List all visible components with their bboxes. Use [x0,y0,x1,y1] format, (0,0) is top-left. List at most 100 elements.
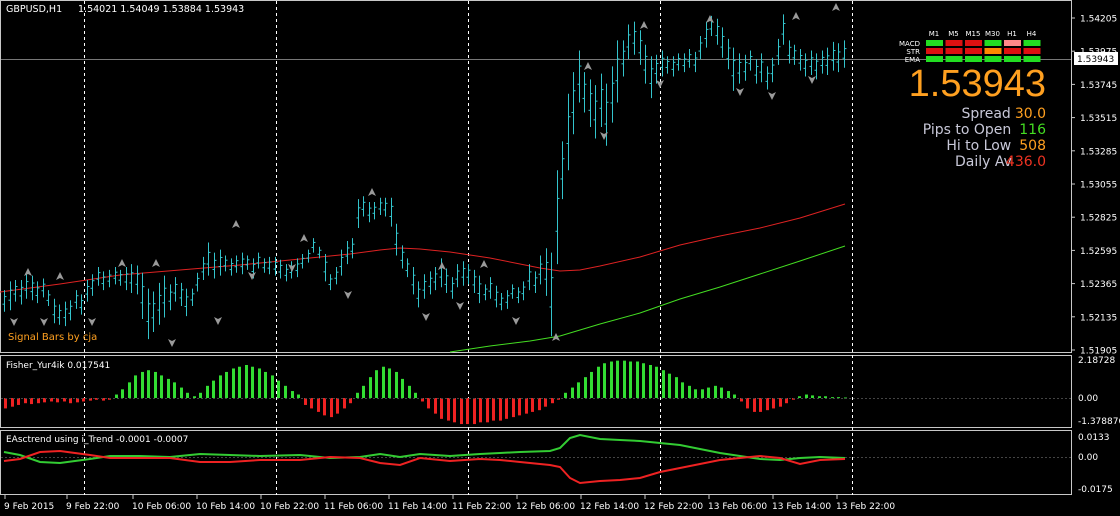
buy-signal-arrow [368,188,376,196]
spread-label: Spread [962,106,1011,122]
fisher-bar [531,398,534,412]
fisher-bar [336,398,339,414]
fisher-bar [199,392,202,398]
current-price-label: 1.53943 [1077,55,1114,65]
fisher-bar [154,371,157,398]
fisher-bar [759,398,762,412]
signal-row-label: STR [906,48,920,56]
sell-signal-arrow [808,76,816,84]
fisher-bar [577,382,580,398]
fisher-bar [544,398,547,407]
signal-cell [926,56,943,62]
fisher-tick-label: -1.378876 [1078,417,1120,427]
signal-cell [1023,48,1041,54]
fisher-bar [82,398,85,402]
fisher-bar [668,373,671,398]
time-tick-label: 12 Feb 06:00 [516,502,575,512]
signal-cell [1004,56,1021,62]
time-tick-label: 13 Feb 22:00 [836,502,895,512]
pips-value: 116 [1019,122,1046,138]
fisher-bar [779,398,782,407]
fisher-bar [167,378,170,398]
time-tick-label: 9 Feb 2015 [4,502,54,512]
time-tick-label: 12 Feb 14:00 [580,502,639,512]
spread-line: Spread 30.0 [962,106,1046,122]
price-tick-label: 1.52825 [1080,214,1117,224]
signal-bars-label: Signal Bars by cja [8,332,97,343]
buy-signal-arrow [232,220,240,228]
fisher-bar [720,387,723,398]
fisher-bar [297,394,300,398]
fisher-bar [212,380,215,398]
fisher-bar [291,391,294,398]
timeframe-label: M5 [948,30,959,38]
fisher-bar [688,385,691,398]
pips-line: Pips to Open 116 [923,122,1046,138]
buy-signal-arrow [584,62,592,70]
buy-signal-arrow [300,234,308,242]
signal-cell [1004,48,1021,54]
fisher-bar [69,398,72,404]
fisher-bar [584,377,587,398]
daily-line: Daily Av436.0 [955,154,1046,170]
buy-signal-arrow [832,3,840,11]
fisher-bar [824,396,827,398]
sell-signal-arrow [656,80,664,88]
fisher-bar [772,398,775,409]
eas-tick-label: 0.0133 [1078,433,1110,443]
fisher-bar [414,392,417,398]
fisher-bar [785,398,788,404]
sell-signal-arrow [736,88,744,96]
fisher-bar [388,368,391,398]
fisher-bar [50,398,53,402]
sell-signal-arrow [600,132,608,140]
fisher-bar [818,396,821,398]
buy-signal-arrow [56,272,64,280]
time-tick-label: 11 Feb 14:00 [388,502,447,512]
fisher-bar [811,395,814,398]
time-tick-label: 13 Feb 14:00 [772,502,831,512]
fisher-bar [564,392,567,398]
hilo-value: 508 [1019,138,1046,154]
fisher-bar [675,377,678,398]
hilo-line: Hi to Low 508 [946,138,1046,154]
fisher-bar [375,370,378,398]
daily-value: 436.0 [1006,154,1046,170]
fisher-bar [258,368,261,398]
sell-signal-arrow [248,272,256,280]
fisher-tick-label: 2.18728 [1078,356,1115,366]
fisher-bar [206,385,209,398]
fisher-bar [128,382,131,398]
fisher-bar [707,387,710,398]
fisher-bar [831,397,834,399]
chart-ohlc: 1.54021 1.54049 1.53884 1.53943 [78,4,244,15]
fisher-bar [505,398,508,419]
fisher-bar [11,398,14,407]
fisher-bar [492,398,495,421]
fisher-bar [232,368,235,398]
fisher-bar [714,385,717,398]
fisher-bar [798,396,801,398]
fisher-bar [571,387,574,398]
fisher-bar [317,398,320,412]
fisher-bar [277,380,280,398]
fisher-bar [408,385,411,398]
buy-signal-arrow [152,259,160,267]
fisher-bar [401,378,404,398]
price-axis: 1.542051.539751.537451.535151.532851.530… [1071,15,1117,357]
sell-signal-arrow [512,317,520,325]
fisher-bar [603,363,606,398]
fisher-bar [701,389,704,398]
buy-signal-arrow [706,15,714,23]
fisher-bar [486,398,489,423]
fisher-bar [76,398,79,403]
time-tick-label: 10 Feb 22:00 [260,502,319,512]
eas-green-line [3,433,846,465]
vertical-gridlines [84,1,853,495]
fisher-bar [479,398,482,423]
fisher-bar [173,382,176,398]
timeframe-label: M15 [966,30,981,38]
fisher-bar [518,398,521,416]
